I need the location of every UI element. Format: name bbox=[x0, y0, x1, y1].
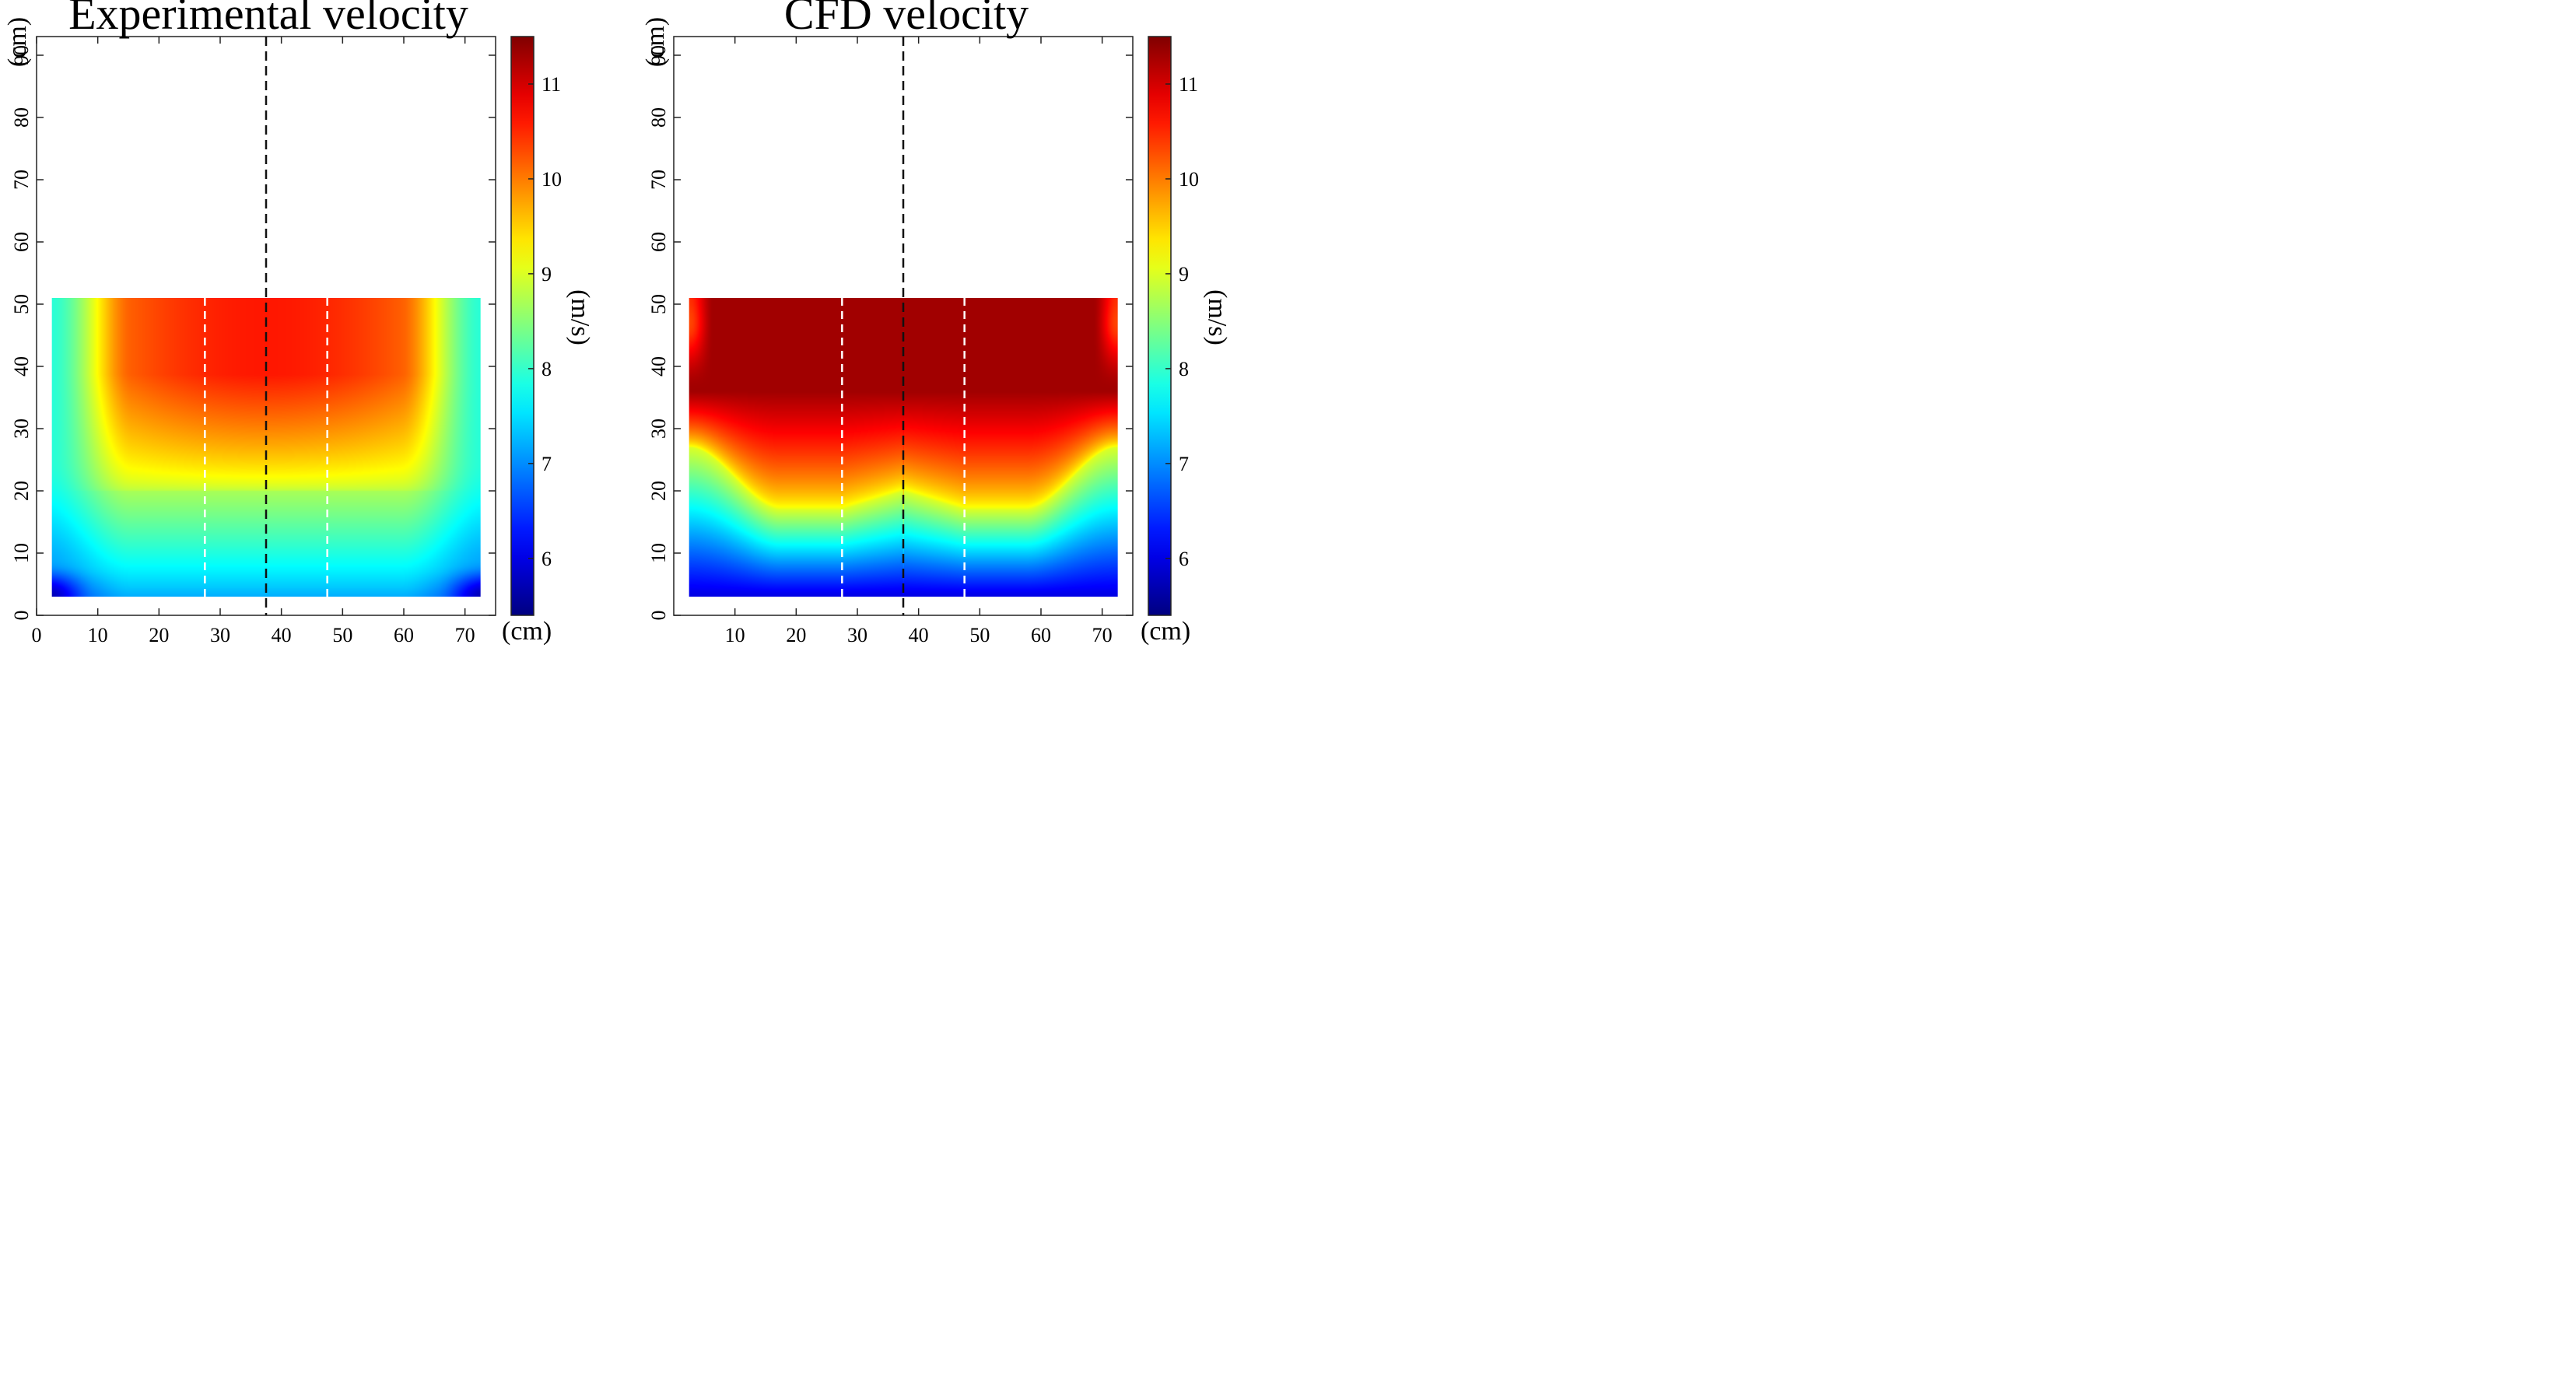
colorbar-tick-label: 11 bbox=[541, 73, 561, 96]
colorbar-tick-label: 11 bbox=[1179, 73, 1198, 96]
y-tick-label: 20 bbox=[647, 481, 670, 501]
x-tick-label: 10 bbox=[725, 624, 745, 646]
velocity-heatmap bbox=[689, 298, 1118, 597]
y-tick-label: 70 bbox=[10, 170, 33, 190]
x-tick-label: 10 bbox=[88, 624, 108, 646]
x-tick-label: 30 bbox=[210, 624, 230, 646]
y-tick-label: 90 bbox=[10, 45, 33, 65]
colorbar-tick-label: 9 bbox=[1179, 263, 1189, 285]
y-tick-label: 30 bbox=[10, 419, 33, 439]
y-tick-label: 70 bbox=[647, 170, 670, 190]
colorbar-label: (m/s) bbox=[566, 289, 594, 345]
colorbar-tick-label: 7 bbox=[541, 453, 552, 475]
panel-experimental: 0 10 20 30 40 50 60 70 0 10 20 30 40 50 60 70 80 90 Experi… bbox=[3, 0, 594, 646]
y-tick-label: 30 bbox=[647, 419, 670, 439]
y-tick-label: 90 bbox=[647, 45, 670, 65]
y-tick-label: 20 bbox=[10, 481, 33, 501]
x-tick-label: 50 bbox=[332, 624, 352, 646]
colorbar bbox=[1148, 36, 1172, 616]
panel-cfd: 10 20 30 40 50 60 70 0 10 20 30 40 50 60 70 80 90 CFD vel… bbox=[641, 0, 1232, 646]
x-tick-label: 0 bbox=[32, 624, 42, 646]
y-tick-label: 40 bbox=[10, 356, 33, 377]
colorbar bbox=[510, 36, 534, 616]
y-tick-label: 60 bbox=[647, 232, 670, 252]
x-tick-label: 60 bbox=[1031, 624, 1051, 646]
y-tick-label: 80 bbox=[10, 107, 33, 128]
x-tick-label: 40 bbox=[272, 624, 292, 646]
colorbar-tick-label: 6 bbox=[541, 548, 552, 570]
y-tick-label: 40 bbox=[647, 356, 670, 377]
colorbar-tick-label: 6 bbox=[1179, 548, 1189, 570]
colorbar-tick-label: 10 bbox=[1179, 168, 1199, 191]
colorbar-tick-label: 8 bbox=[1179, 358, 1189, 380]
x-tick-label: 20 bbox=[149, 624, 169, 646]
x-tick-label: 20 bbox=[786, 624, 806, 646]
y-tick-label: 60 bbox=[10, 232, 33, 252]
x-axis-label: (cm) bbox=[502, 617, 552, 646]
x-tick-label: 50 bbox=[969, 624, 990, 646]
colorbar-label: (m/s) bbox=[1203, 289, 1232, 345]
y-tick-label: 0 bbox=[647, 611, 670, 621]
y-tick-label: 0 bbox=[10, 611, 33, 621]
colorbar-tick-label: 8 bbox=[541, 358, 552, 380]
x-axis-label: (cm) bbox=[1141, 617, 1190, 646]
colorbar-tick-label: 10 bbox=[541, 168, 562, 191]
y-tick-label: 50 bbox=[10, 294, 33, 314]
y-tick-label: 80 bbox=[647, 107, 670, 128]
y-tick-label: 10 bbox=[647, 543, 670, 563]
y-tick-label: 50 bbox=[647, 294, 670, 314]
colorbar-tick-label: 9 bbox=[541, 263, 552, 285]
x-tick-label: 70 bbox=[1092, 624, 1113, 646]
y-axis-label: (cm) bbox=[3, 17, 32, 67]
x-tick-label: 40 bbox=[909, 624, 929, 646]
chart-title: Experimental velocity bbox=[68, 0, 468, 39]
chart-title: CFD velocity bbox=[784, 0, 1029, 39]
x-tick-label: 30 bbox=[847, 624, 867, 646]
colorbar-tick-label: 7 bbox=[1179, 453, 1189, 475]
y-tick-label: 10 bbox=[10, 543, 33, 563]
x-tick-label: 70 bbox=[455, 624, 475, 646]
y-axis-label: (cm) bbox=[641, 17, 670, 67]
x-tick-label: 60 bbox=[394, 624, 414, 646]
velocity-heatmap bbox=[51, 298, 481, 597]
